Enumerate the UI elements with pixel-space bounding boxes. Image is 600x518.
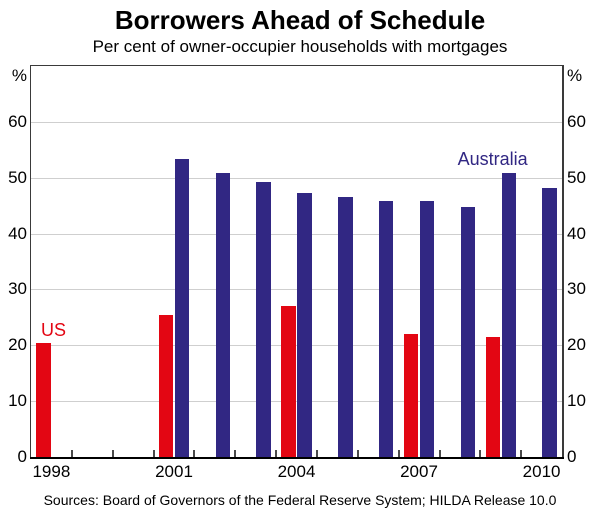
bar-australia-2009: [501, 172, 516, 457]
bar-australia-2002: [215, 172, 231, 457]
series-label-us: US: [41, 320, 67, 341]
plot-frame-right: [562, 64, 564, 459]
bar-us-2004: [281, 306, 296, 457]
y-label-right-30: 30: [567, 279, 586, 299]
bar-us-1998: [36, 343, 51, 457]
gridline-30: [31, 289, 562, 291]
bar-australia-2007: [419, 200, 435, 457]
year-label-2010: 2010: [522, 462, 561, 481]
x-tick: [397, 450, 400, 457]
y-label-left-0: 0: [17, 447, 27, 466]
year-label-1998: 1998: [32, 462, 71, 481]
bar-us-2001: [158, 315, 174, 457]
gridline-10: [31, 401, 562, 403]
chart-title: Borrowers Ahead of Schedule: [114, 5, 486, 35]
y-label-left-50: 50: [8, 167, 27, 187]
bar-australia-2006: [378, 200, 394, 457]
y-label-left-30: 30: [8, 279, 27, 299]
plot-frame-top: [29, 64, 564, 66]
gridline-50: [31, 177, 562, 179]
bar-australia-2003: [256, 181, 271, 457]
plot-frame-left: [29, 64, 31, 459]
x-tick: [520, 450, 523, 457]
year-label-2001: 2001: [155, 462, 193, 481]
x-tick: [111, 450, 114, 457]
gridline-20: [31, 345, 562, 347]
gridline-60: [31, 121, 562, 123]
x-tick: [70, 450, 73, 457]
bar-australia-2010: [542, 188, 557, 457]
y-label-right-10: 10: [567, 391, 586, 411]
chart-subtitle: Per cent of owner-occupier households wi…: [92, 37, 508, 56]
bar-australia-2008: [460, 207, 476, 457]
bar-australia-2004: [297, 192, 312, 457]
y-label-left-20: 20: [8, 335, 27, 355]
y-label-left-10: 10: [8, 391, 27, 411]
y-unit-right: %: [567, 66, 583, 85]
source-note: Sources: Board of Governors of the Feder…: [43, 492, 557, 508]
y-label-right-20: 20: [567, 335, 586, 355]
y-label-right-60: 60: [567, 111, 586, 131]
year-label-2007: 2007: [400, 462, 438, 481]
x-axis-line: [29, 457, 564, 459]
x-tick: [479, 450, 482, 457]
year-label-2004: 2004: [277, 462, 316, 481]
bar-australia-2001: [174, 159, 190, 457]
y-unit-left: %: [11, 66, 27, 85]
y-label-left-60: 60: [8, 111, 27, 131]
bar-us-2007: [403, 334, 419, 457]
x-tick: [234, 450, 237, 457]
gridline-40: [31, 233, 562, 235]
x-tick: [438, 450, 441, 457]
x-tick: [193, 450, 196, 457]
y-label-right-40: 40: [567, 223, 586, 243]
x-tick: [275, 450, 278, 457]
y-label-left-40: 40: [8, 223, 27, 243]
bar-australia-2005: [338, 197, 353, 457]
x-tick: [152, 450, 155, 457]
y-label-right-50: 50: [567, 167, 586, 187]
x-tick: [315, 450, 318, 457]
x-tick: [356, 450, 359, 457]
bar-us-2009: [485, 336, 500, 457]
series-label-australia: Australia: [457, 149, 528, 170]
y-label-right-0: 0: [567, 447, 577, 466]
